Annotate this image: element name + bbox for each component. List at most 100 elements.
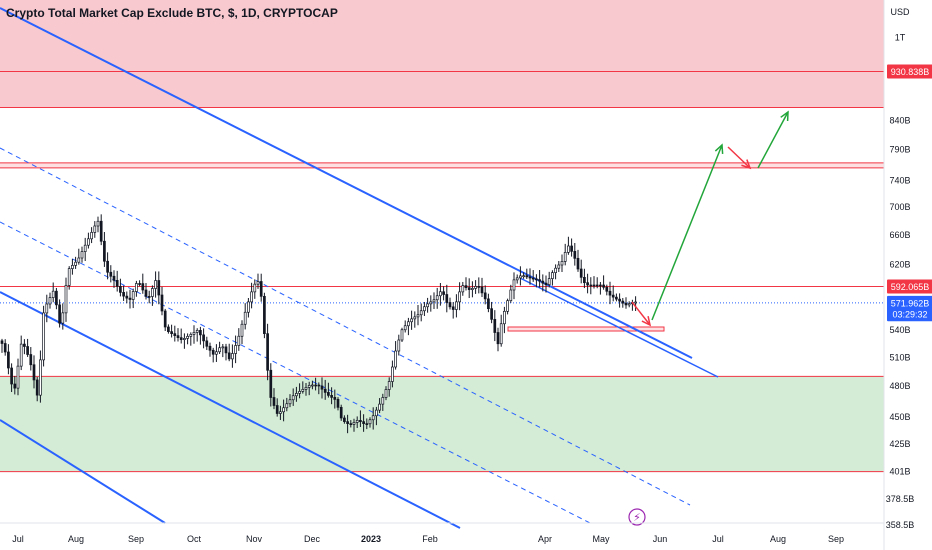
candle-body [3,343,7,353]
candle-body [224,346,228,354]
candles-layer [0,214,637,434]
candle-body [624,302,628,306]
candle-body [621,300,625,304]
candle-body [80,251,84,259]
candle-body [23,343,26,347]
candle-body [7,351,10,369]
candle-body [547,278,551,285]
candle-body [231,353,234,360]
candle-body [352,422,356,425]
candle-body [16,365,20,389]
candle-body [615,296,618,300]
candle-body [634,301,637,304]
candle-body [304,387,308,390]
candle-body [455,301,458,310]
x-tick-label: May [592,534,610,544]
candle-body [144,289,148,297]
candle-body [147,296,151,298]
candle-body [506,300,509,312]
candle-body [371,415,375,421]
x-tick-label: Feb [422,534,438,544]
y-tick-label: 700B [889,202,910,212]
candle-body [269,369,273,398]
candle-body [490,308,493,320]
y-tick-label: 510B [889,352,910,362]
x-tick-label: Jul [12,534,24,544]
candle-body [362,421,365,424]
candle-body [407,321,410,327]
candle-body [186,336,189,339]
candle-body [519,275,522,279]
zone-supply [0,0,884,108]
candle-body [589,284,593,287]
support-box [507,326,665,332]
candle-body [218,347,221,353]
y-axis-panel [884,0,932,550]
candle-body [560,261,564,266]
candle-body [451,306,455,310]
candle-body [189,334,193,337]
candle-body [157,280,161,296]
candle-body [515,277,519,281]
candle-body [592,284,596,287]
candle-body [509,289,513,302]
x-tick-label: Dec [304,534,321,544]
candle-body [583,276,586,284]
candle-body [192,332,196,335]
candle-body [480,286,484,294]
candle-body [247,301,250,313]
candle-body [243,311,247,325]
arrow-down-1-line [631,301,651,326]
x-tick-label: Apr [538,534,552,544]
candle-body [275,405,279,414]
candle-body [266,333,269,371]
y-tick-label: 840B [889,115,910,125]
x-tick-label: Sep [128,534,144,544]
candle-body [279,411,282,414]
candle-body [471,288,474,290]
candle-body [199,330,202,336]
y-tick-label: 401B [889,467,910,477]
candle-body [464,285,468,288]
candle-body [205,340,209,347]
candle-body [314,384,317,387]
price-tag-label-resistance: 930.838B [891,67,930,77]
price-tag-level [887,279,932,294]
candle-body [330,395,333,398]
channel-lower-2-line [0,419,166,524]
candle-body [90,232,93,240]
candle-body [211,349,215,355]
candle-body [122,292,125,297]
candle-body [135,283,138,292]
candle-body [256,281,260,285]
candle-body [311,384,314,387]
candle-body [151,288,154,297]
candle-body [298,391,301,394]
candle-body [237,335,241,346]
zone-demand [0,376,884,472]
candle-body [477,286,481,288]
candle-body [141,283,145,291]
candle-body [295,393,298,397]
y-tick-label: 450B [889,412,910,422]
candle-body [301,389,305,392]
candle-body [29,354,33,366]
candle-body [125,295,129,299]
candle-body [551,272,554,279]
candle-body [349,423,353,425]
y-tick-label: 790B [889,144,910,154]
candle-body [541,280,545,284]
x-tick-label: Jun [653,534,668,544]
candle-body [611,294,615,298]
candle-body [576,257,580,270]
candle-body [595,284,599,287]
candle-body [202,334,205,342]
candle-body [522,275,525,278]
candle-body [317,384,321,387]
y-tick-label: 358.5B [886,520,915,530]
price-tag-last [887,295,932,310]
currency-label: USD [890,7,910,17]
candle-body [528,276,532,279]
